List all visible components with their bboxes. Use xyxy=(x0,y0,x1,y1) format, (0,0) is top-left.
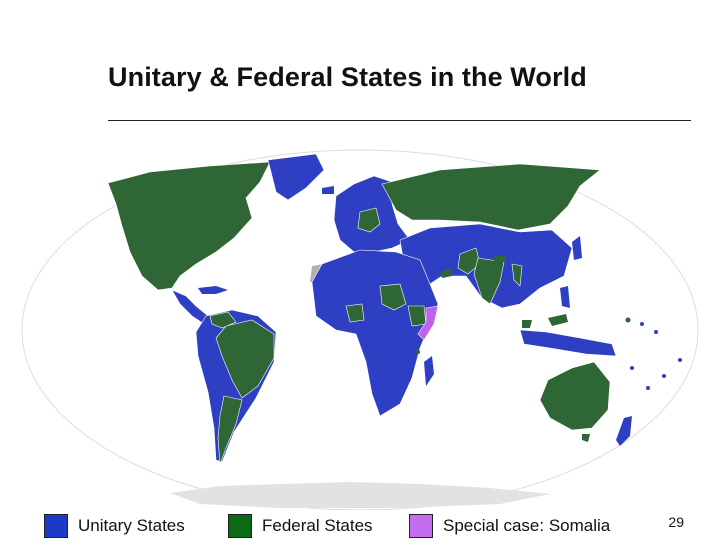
title-divider xyxy=(108,120,691,121)
world-map-svg xyxy=(21,149,699,511)
antarctica-region xyxy=(170,482,550,508)
legend-swatch-special xyxy=(409,514,433,538)
comoros-region xyxy=(416,350,420,354)
nigeria-region xyxy=(345,303,365,323)
madagascar-region xyxy=(424,356,434,386)
legend-item-special: Special case: Somalia xyxy=(409,514,610,538)
page-number: 29 xyxy=(668,514,684,530)
legend-label-special: Special case: Somalia xyxy=(443,516,611,535)
pacific-island-2 xyxy=(654,330,658,334)
pacific-island-1 xyxy=(640,322,644,326)
tasmania-region xyxy=(582,434,590,442)
pacific-island-4 xyxy=(662,374,666,378)
africa-region xyxy=(311,249,439,417)
central-europe-federal-region xyxy=(357,207,381,233)
pacific-island-5 xyxy=(678,358,682,362)
caribbean-region xyxy=(198,286,228,294)
nepal-region xyxy=(494,256,506,262)
borneo-malaysia-region xyxy=(548,314,568,326)
indonesia-region xyxy=(519,329,617,357)
legend-label-federal: Federal States xyxy=(262,516,373,535)
legend-swatch-federal xyxy=(228,514,252,538)
world-map xyxy=(20,148,700,511)
somalia-region xyxy=(417,305,439,341)
slide-title: Unitary & Federal States in the World xyxy=(108,62,587,92)
sudan-region xyxy=(379,283,407,311)
japan-region xyxy=(572,236,582,260)
legend-item-federal: Federal States xyxy=(228,514,373,538)
pakistan-region xyxy=(457,247,481,275)
russia-region xyxy=(381,163,601,231)
map-legend: Unitary States Federal States Special ca… xyxy=(0,514,728,542)
pacific-island-6 xyxy=(646,386,650,390)
philippines-region xyxy=(560,286,570,308)
australia-region xyxy=(539,361,611,431)
iceland-region xyxy=(322,186,334,194)
brazil-region xyxy=(215,319,275,399)
uae-region xyxy=(440,268,452,278)
malaysia-region xyxy=(522,320,532,328)
myanmar-region xyxy=(511,263,523,287)
greenland-region xyxy=(267,153,325,201)
north-america-region xyxy=(107,161,271,291)
venezuela-region xyxy=(209,311,237,329)
legend-swatch-unitary xyxy=(44,514,68,538)
legend-item-unitary: Unitary States xyxy=(44,514,185,538)
pacific-island-3 xyxy=(630,366,634,370)
micronesia-region xyxy=(625,317,631,323)
legend-label-unitary: Unitary States xyxy=(78,516,185,535)
new-zealand-region xyxy=(616,416,632,446)
argentina-region xyxy=(217,395,243,465)
